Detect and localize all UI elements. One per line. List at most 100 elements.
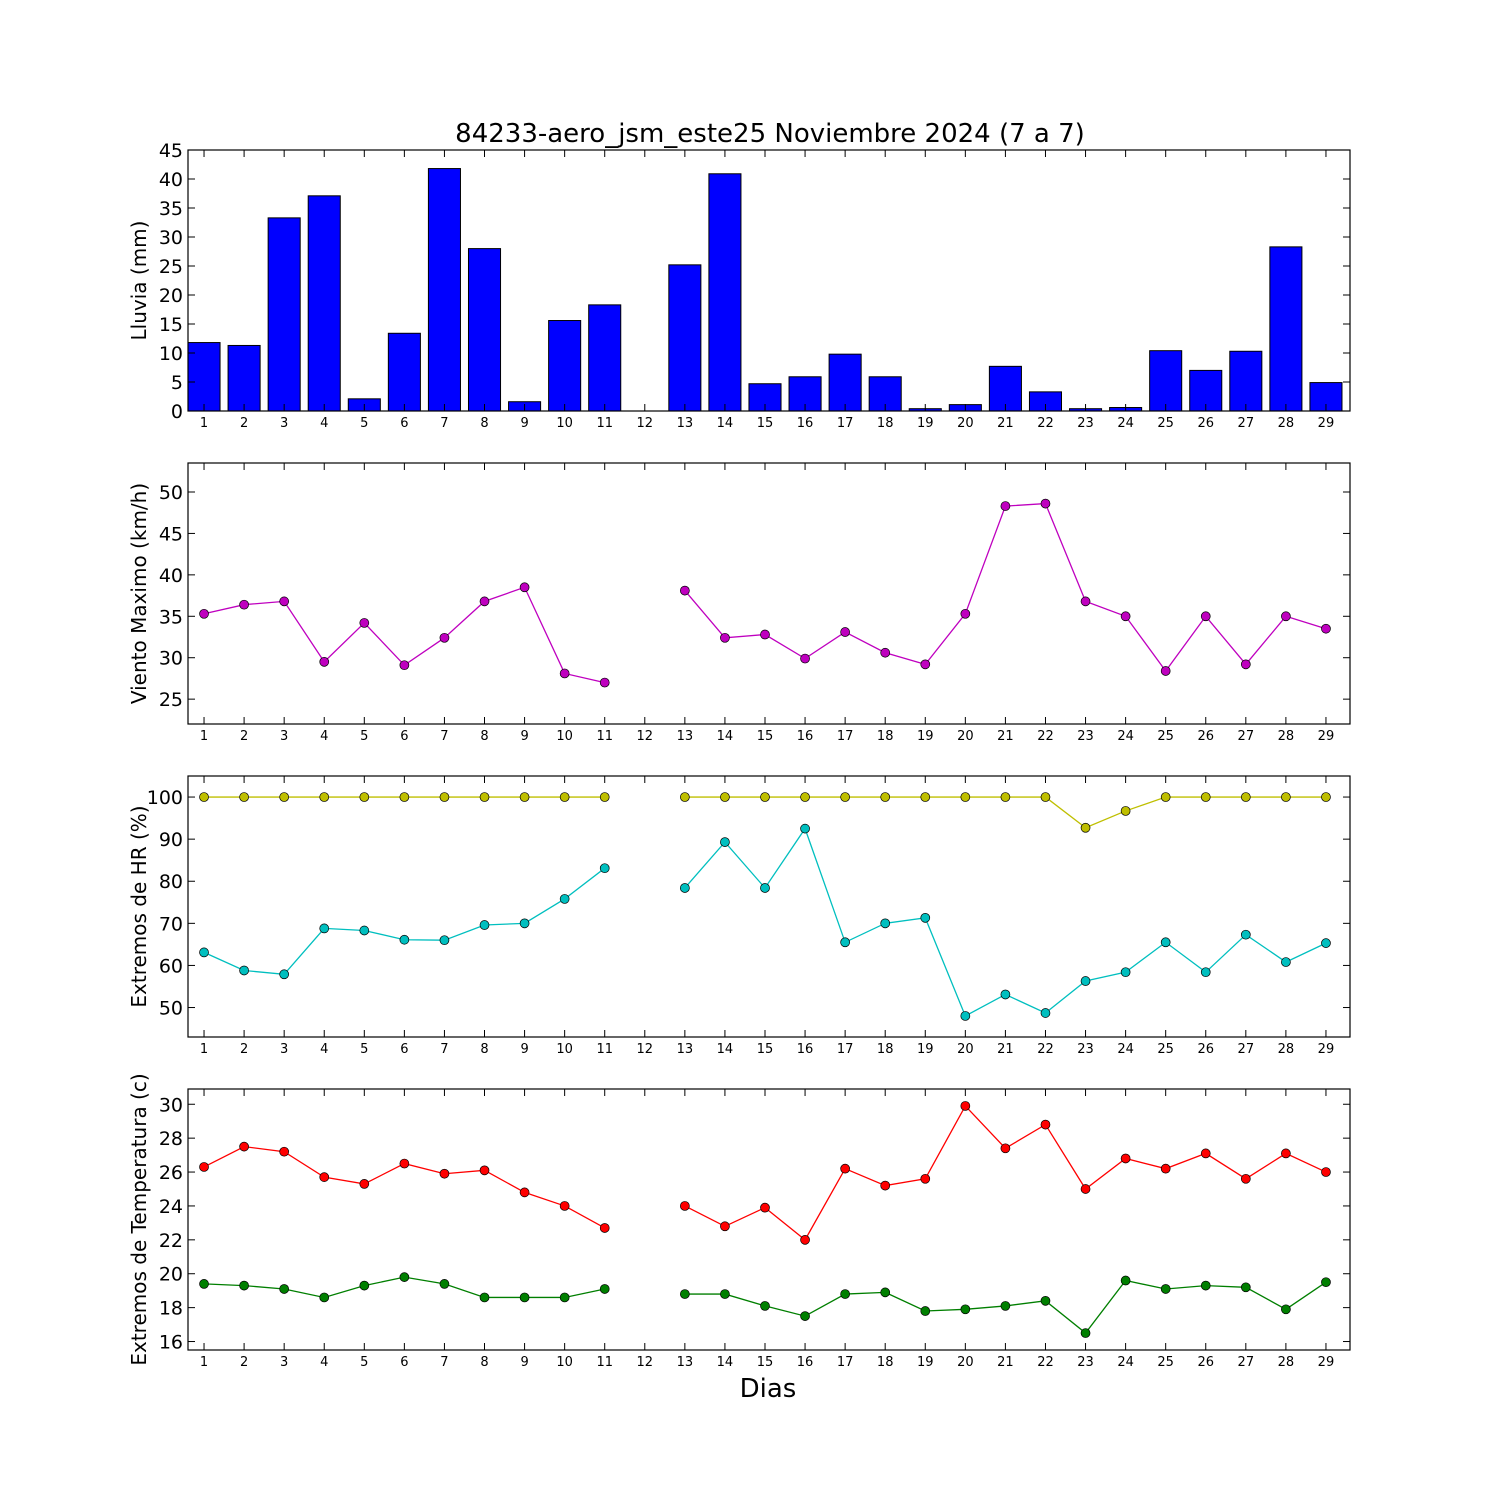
x-tick-label: 4 bbox=[320, 1042, 328, 1057]
bar-day-8 bbox=[467, 248, 502, 412]
series-1-point-day-22 bbox=[1040, 498, 1051, 509]
x-tick-label: 15 bbox=[757, 416, 774, 431]
series-1-point-day-3 bbox=[279, 792, 290, 802]
x-tick-label: 1 bbox=[200, 1042, 208, 1057]
x-tick-label: 23 bbox=[1077, 416, 1094, 431]
x-tick-label: 27 bbox=[1238, 1355, 1255, 1370]
x-tick-label: 15 bbox=[757, 729, 774, 744]
series-1-point-day-24 bbox=[1120, 806, 1131, 816]
x-tick-label: 10 bbox=[556, 1042, 573, 1057]
x-tick-label: 3 bbox=[280, 729, 288, 744]
series-2-point-day-26 bbox=[1200, 967, 1211, 978]
x-tick-label: 9 bbox=[520, 416, 528, 431]
x-tick-label: 21 bbox=[997, 1042, 1014, 1057]
series-1-point-day-18 bbox=[880, 792, 891, 802]
series-1-point-day-11 bbox=[599, 1223, 610, 1233]
x-tick-label: 19 bbox=[917, 729, 934, 744]
x-tick-label: 7 bbox=[440, 416, 448, 431]
bar-day-11 bbox=[588, 304, 622, 412]
series-1-point-day-15 bbox=[760, 792, 770, 802]
series-1-point-day-8 bbox=[479, 792, 490, 802]
series-1-point-day-19 bbox=[920, 1173, 931, 1184]
series-1-point-day-6 bbox=[399, 660, 410, 671]
x-tick-label: 13 bbox=[677, 1042, 694, 1057]
series-2-point-day-13 bbox=[680, 1289, 690, 1299]
x-tick-label: 23 bbox=[1077, 1355, 1094, 1370]
bar-day-1 bbox=[187, 342, 221, 412]
x-tick-label: 8 bbox=[480, 1042, 488, 1057]
y-tick-label: 22 bbox=[159, 1230, 183, 1252]
x-tick-label: 12 bbox=[637, 416, 654, 431]
series-2-point-day-4 bbox=[319, 1292, 330, 1303]
series-1-point-day-26 bbox=[1200, 1148, 1211, 1159]
series-2-line-1 bbox=[203, 867, 606, 975]
series-1-point-day-10 bbox=[559, 792, 570, 802]
x-tick-label: 6 bbox=[400, 1355, 408, 1370]
x-tick-label: 19 bbox=[917, 416, 934, 431]
x-tick-label: 27 bbox=[1238, 1042, 1255, 1057]
x-tick-label: 11 bbox=[596, 1042, 613, 1057]
x-tick-label: 11 bbox=[596, 416, 613, 431]
x-tick-label: 28 bbox=[1278, 729, 1295, 744]
series-2-point-day-14 bbox=[720, 837, 730, 847]
x-tick-label: 22 bbox=[1037, 1042, 1054, 1057]
series-2-point-day-11 bbox=[599, 1284, 610, 1294]
bar-day-4 bbox=[307, 195, 341, 412]
series-1-point-day-22 bbox=[1040, 792, 1051, 802]
x-tick-label: 13 bbox=[677, 416, 694, 431]
x-tick-label: 10 bbox=[556, 729, 573, 744]
series-2-point-day-29 bbox=[1321, 1277, 1331, 1288]
x-tick-label: 9 bbox=[520, 1355, 528, 1370]
series-2-point-day-27 bbox=[1240, 1282, 1251, 1293]
x-tick-label: 16 bbox=[797, 1355, 814, 1370]
y-tick-label: 5 bbox=[171, 372, 183, 394]
series-1-point-day-20 bbox=[960, 792, 971, 802]
x-tick-label: 19 bbox=[917, 1042, 934, 1057]
series-2-point-day-25 bbox=[1160, 1284, 1171, 1294]
series-1-point-day-10 bbox=[559, 668, 570, 679]
series-1-point-day-8 bbox=[479, 596, 490, 607]
series-1-point-day-2 bbox=[239, 1141, 249, 1152]
x-tick-label: 21 bbox=[997, 729, 1014, 744]
series-1-point-day-17 bbox=[840, 1163, 850, 1174]
series-2-point-day-24 bbox=[1120, 1275, 1131, 1286]
x-tick-label: 21 bbox=[997, 1355, 1014, 1370]
y-tick-label: 25 bbox=[159, 256, 183, 278]
plot-frame bbox=[187, 462, 1351, 725]
series-2-point-day-15 bbox=[760, 1301, 770, 1311]
x-tick-label: 7 bbox=[440, 1042, 448, 1057]
y-axis-label: Extremos de Temperatura (c) bbox=[127, 1073, 151, 1365]
x-tick-label: 20 bbox=[957, 416, 974, 431]
series-2-point-day-15 bbox=[760, 883, 770, 893]
y-tick-label: 40 bbox=[159, 169, 183, 191]
series-2-point-day-2 bbox=[239, 965, 249, 976]
series-1-point-day-29 bbox=[1321, 1167, 1331, 1177]
series-1-point-day-27 bbox=[1240, 792, 1251, 802]
series-2-point-day-21 bbox=[1000, 989, 1011, 1000]
series-2-point-day-8 bbox=[479, 1292, 490, 1303]
series-1-point-day-14 bbox=[720, 632, 730, 643]
series-2-point-day-6 bbox=[399, 1272, 410, 1282]
x-tick-label: 14 bbox=[717, 1355, 734, 1370]
x-tick-label: 29 bbox=[1318, 416, 1335, 431]
series-1-point-day-25 bbox=[1160, 1163, 1171, 1174]
series-1-point-day-18 bbox=[880, 647, 891, 658]
series-2-point-day-11 bbox=[599, 863, 610, 874]
chart-title: 84233-aero_jsm_este25 Noviembre 2024 (7 … bbox=[455, 119, 1085, 149]
series-1-point-day-4 bbox=[319, 792, 330, 802]
series-1-point-day-6 bbox=[399, 792, 410, 802]
series-2-point-day-9 bbox=[519, 918, 530, 929]
y-tick-label: 35 bbox=[159, 606, 183, 628]
bar-day-27 bbox=[1229, 350, 1263, 412]
series-1-point-day-24 bbox=[1120, 1153, 1131, 1164]
series-1-point-day-21 bbox=[1000, 501, 1011, 511]
bar-day-21 bbox=[988, 365, 1022, 412]
series-2-point-day-23 bbox=[1080, 976, 1091, 986]
x-tick-label: 23 bbox=[1077, 729, 1094, 744]
series-1-point-day-28 bbox=[1281, 1148, 1291, 1159]
x-tick-label: 28 bbox=[1278, 1042, 1295, 1057]
series-1-point-day-18 bbox=[880, 1180, 891, 1191]
x-tick-label: 14 bbox=[717, 729, 734, 744]
x-tick-label: 23 bbox=[1077, 1042, 1094, 1057]
